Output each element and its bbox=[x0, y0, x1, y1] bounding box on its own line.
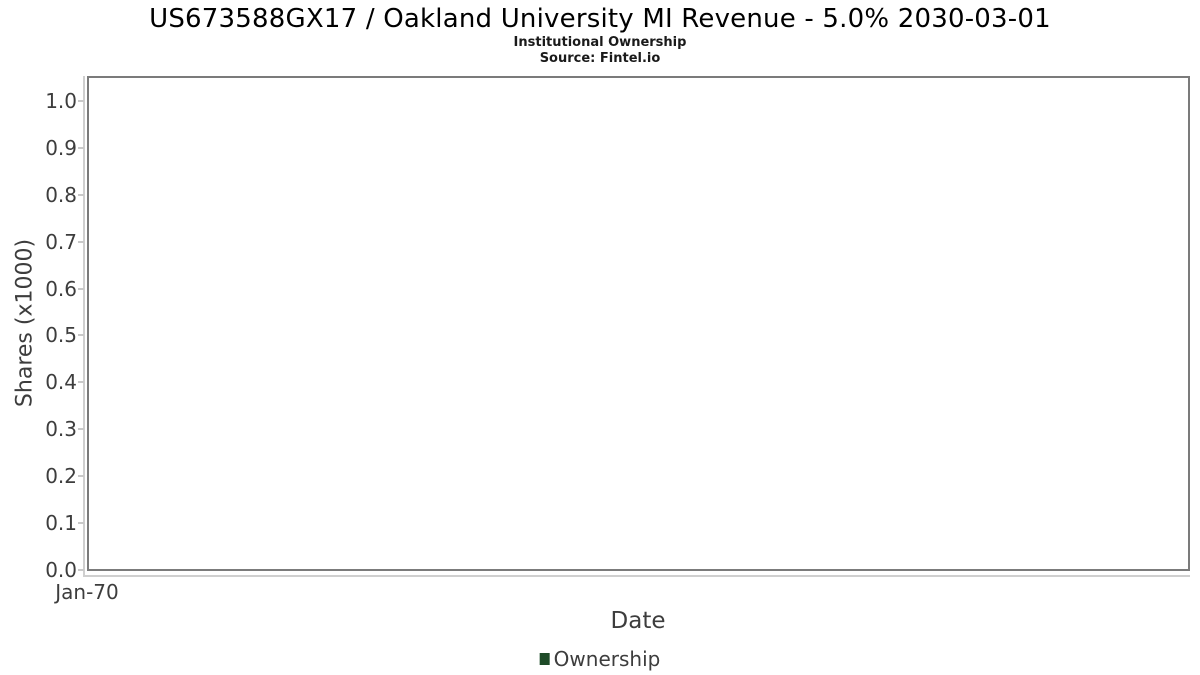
legend-swatch-ownership-icon bbox=[539, 653, 550, 665]
y-tick-mark bbox=[78, 288, 84, 290]
y-tick-label: 0.1 bbox=[45, 511, 77, 535]
y-tick-mark bbox=[78, 147, 84, 149]
x-axis-label: Date bbox=[610, 608, 666, 634]
legend[interactable]: Ownership bbox=[539, 647, 661, 671]
y-tick-label: 0.9 bbox=[45, 136, 77, 160]
y-tick-mark bbox=[78, 334, 84, 336]
y-tick-label: 0.8 bbox=[45, 183, 77, 207]
y-tick-label: 0.5 bbox=[45, 323, 77, 347]
x-axis-line bbox=[83, 575, 1190, 577]
y-tick-mark bbox=[78, 381, 84, 383]
chart-source-credit: Source: Fintel.io bbox=[539, 51, 661, 66]
y-tick-mark bbox=[78, 428, 84, 430]
y-axis-line bbox=[83, 76, 85, 577]
y-tick-mark bbox=[78, 194, 84, 196]
y-tick-mark bbox=[78, 522, 84, 524]
chart-title: US673588GX17 / Oakland University MI Rev… bbox=[149, 4, 1051, 34]
y-tick-label: 0.7 bbox=[45, 230, 77, 254]
y-tick-label: 0.6 bbox=[45, 277, 77, 301]
plot-area bbox=[87, 76, 1190, 571]
y-tick-label: 0.0 bbox=[45, 558, 77, 582]
y-tick-mark bbox=[78, 475, 84, 477]
x-tick-label: Jan-70 bbox=[55, 580, 119, 604]
y-tick-label: 1.0 bbox=[45, 89, 77, 113]
y-tick-label: 0.4 bbox=[45, 370, 77, 394]
chart-subtitle: Institutional Ownership bbox=[513, 35, 687, 50]
y-tick-mark bbox=[78, 100, 84, 102]
y-tick-label: 0.3 bbox=[45, 417, 77, 441]
y-tick-mark bbox=[78, 241, 84, 243]
legend-label-ownership: Ownership bbox=[553, 647, 661, 671]
y-tick-label: 0.2 bbox=[45, 464, 77, 488]
y-tick-mark bbox=[78, 569, 84, 571]
